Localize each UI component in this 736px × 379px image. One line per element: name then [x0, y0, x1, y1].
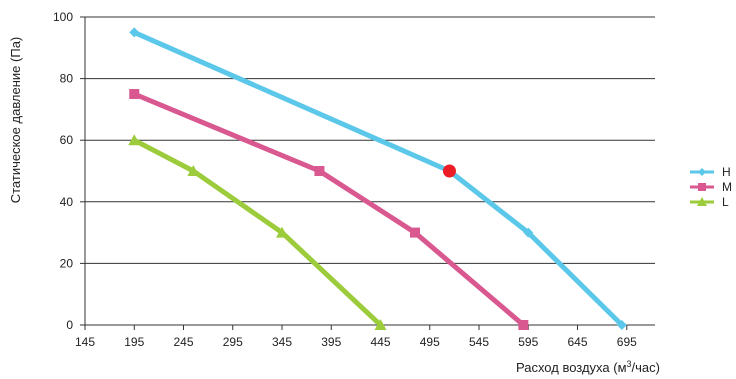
legend-label-m: M [722, 180, 732, 194]
series-h [129, 27, 627, 330]
x-tick-label-495: 495 [420, 335, 440, 349]
legend-marker-m [698, 183, 706, 191]
data-point-h-3 [616, 320, 627, 330]
y-tick-label-20: 20 [60, 256, 74, 270]
x-tick-label-345: 345 [272, 335, 292, 349]
x-tick-label-145: 145 [75, 335, 95, 349]
x-axis-title-main: Расход воздуха (м [516, 360, 627, 375]
data-point-l-3 [374, 319, 387, 330]
y-tick-label-40: 40 [60, 195, 74, 209]
series-line-l [131, 137, 384, 328]
data-point-m-0 [129, 89, 140, 99]
x-tick-label-395: 395 [321, 335, 341, 349]
x-axis-title: Расход воздуха (м3/час) [516, 359, 660, 375]
legend-marker-h [698, 168, 706, 176]
data-point-l-0 [128, 134, 141, 146]
highlight-point [442, 164, 456, 178]
data-point-h-2 [523, 227, 534, 238]
data-point-m-2 [409, 227, 420, 238]
series-line-h [131, 29, 625, 328]
x-tick-label-295: 295 [223, 335, 243, 349]
series-m [129, 89, 529, 330]
data-point-m-1 [314, 166, 325, 176]
legend-label-l: L [722, 195, 729, 209]
x-tick-label-695: 695 [617, 335, 637, 349]
x-tick-label-545: 545 [469, 335, 489, 349]
x-tick-label-245: 245 [173, 335, 193, 349]
x-axis-title-superscript: 3 [627, 359, 632, 369]
x-tick-label-195: 195 [124, 335, 144, 349]
data-point-h-0 [129, 27, 140, 38]
y-tick-label-80: 80 [60, 72, 74, 86]
legend-label-h: H [722, 165, 731, 179]
legend: HML [690, 165, 732, 209]
data-point-l-2 [276, 226, 289, 238]
x-tick-label-445: 445 [371, 335, 391, 349]
grid-lines [85, 16, 655, 326]
data-point-l-1 [187, 165, 200, 176]
y-axis-title: Статическое давление (Па) [8, 37, 23, 204]
y-tick-label-60: 60 [60, 133, 74, 147]
x-axis-title-tail: /час) [632, 360, 660, 375]
x-tick-label-645: 645 [568, 335, 588, 349]
series-line-m [131, 91, 526, 328]
data-point-m-3 [518, 320, 529, 330]
series-l [128, 134, 387, 330]
y-tick-label-100: 100 [53, 10, 73, 24]
y-tick-label-0: 0 [66, 318, 73, 332]
x-tick-label-595: 595 [518, 335, 538, 349]
series-layer [128, 27, 627, 330]
legend-marker-l [697, 197, 707, 206]
axes: 0 20 40 60 80 100 145 195 245 295 345 395 445 495 545 5… [53, 10, 637, 349]
